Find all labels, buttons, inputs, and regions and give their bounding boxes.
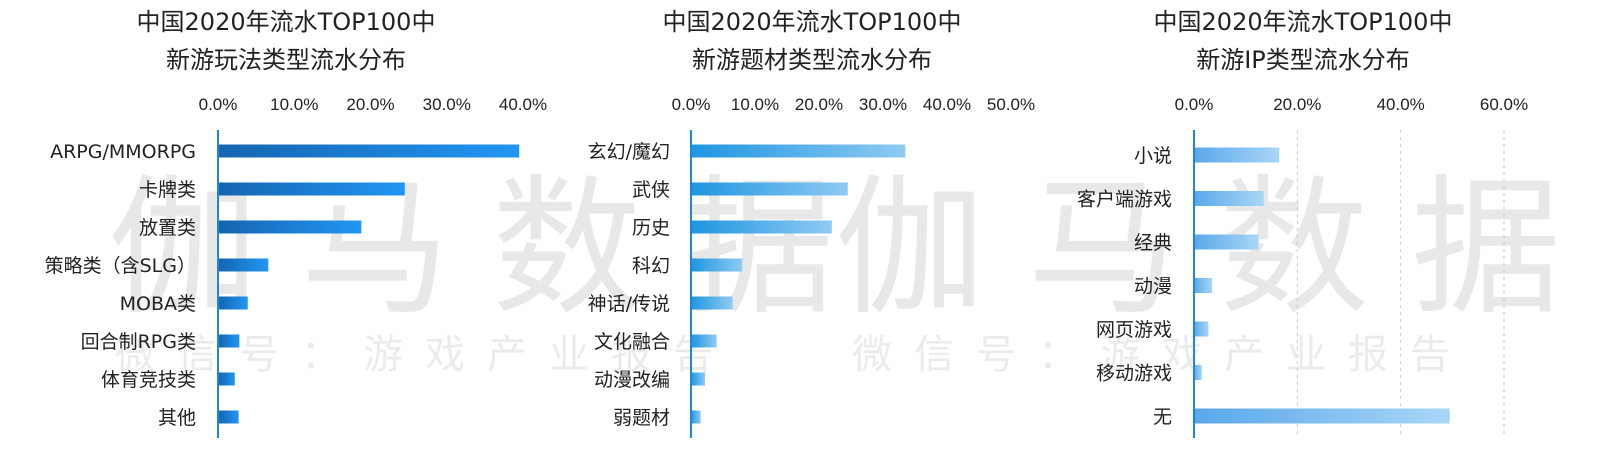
x-tick-label: 0.0% — [1175, 95, 1214, 114]
watermark-sub-left: 微信号：游戏产业报告 — [115, 332, 735, 378]
bar — [1194, 147, 1280, 163]
category-label: 历史 — [632, 217, 670, 239]
category-label: 小说 — [1134, 145, 1172, 167]
bar — [218, 182, 405, 196]
bar — [691, 144, 906, 158]
category-label: 玄幻/魔幻 — [588, 141, 670, 163]
category-label: 神话/传说 — [588, 293, 670, 315]
category-label: 策略类（含SLG） — [45, 255, 196, 277]
category-label: 放置类 — [139, 217, 196, 239]
x-tick-label: 30.0% — [423, 95, 471, 114]
bar — [1194, 408, 1450, 424]
category-label: 卡牌类 — [139, 179, 196, 201]
category-label: 其他 — [158, 407, 196, 429]
chart-title-line-2: 新游玩法类型流水分布 — [166, 46, 406, 74]
x-tick-label: 20.0% — [346, 95, 394, 114]
bar — [691, 182, 848, 196]
x-tick-label: 20.0% — [795, 95, 843, 114]
x-tick-label: 40.0% — [923, 95, 971, 114]
category-label: ARPG/MMORPG — [50, 141, 196, 163]
category-label: 经典 — [1134, 232, 1172, 254]
bar — [1194, 321, 1209, 337]
category-label: 文化融合 — [594, 331, 670, 353]
bar — [1194, 365, 1202, 380]
bar — [1194, 278, 1213, 293]
category-label: 无 — [1153, 406, 1172, 428]
bar — [691, 258, 743, 272]
bar — [691, 410, 701, 424]
bar — [218, 372, 235, 386]
chart-title-line-1: 中国2020年流水TOP100中 — [137, 8, 436, 36]
x-tick-label: 10.0% — [270, 95, 318, 114]
bar — [218, 144, 520, 158]
category-label: MOBA类 — [120, 293, 196, 315]
category-label: 移动游戏 — [1096, 363, 1172, 385]
bar — [218, 220, 362, 234]
x-tick-label: 50.0% — [987, 95, 1035, 114]
x-tick-label: 40.0% — [1377, 95, 1425, 114]
x-tick-label: 40.0% — [499, 95, 547, 114]
chart-title-line-2: 新游IP类型流水分布 — [1196, 46, 1410, 74]
bar — [691, 220, 832, 234]
watermark-sub-right: 微信号：游戏产业报告 — [852, 332, 1472, 378]
bar — [691, 372, 706, 386]
x-tick-label: 30.0% — [859, 95, 907, 114]
bar — [218, 334, 240, 348]
bar — [691, 334, 717, 348]
chart-title-line-1: 中国2020年流水TOP100中 — [1154, 8, 1453, 36]
category-label: 武侠 — [632, 179, 670, 201]
bar — [218, 296, 248, 310]
bar — [1194, 191, 1264, 206]
category-label: 客户端游戏 — [1077, 189, 1172, 211]
category-label: 科幻 — [632, 255, 670, 277]
category-label: 弱题材 — [613, 407, 670, 429]
bar — [691, 296, 733, 310]
category-label: 动漫改编 — [594, 369, 670, 391]
category-label: 回合制RPG类 — [81, 331, 196, 353]
x-tick-label: 0.0% — [199, 95, 238, 114]
category-label: 体育竞技类 — [101, 369, 196, 391]
x-tick-label: 0.0% — [672, 95, 711, 114]
bar — [218, 258, 269, 272]
x-tick-label: 10.0% — [731, 95, 779, 114]
bar — [1194, 234, 1259, 250]
bar — [218, 410, 239, 424]
x-tick-label: 60.0% — [1480, 95, 1528, 114]
chart-title-line-1: 中国2020年流水TOP100中 — [663, 8, 962, 36]
chart-title-line-2: 新游题材类型流水分布 — [692, 46, 932, 74]
category-label: 网页游戏 — [1096, 319, 1172, 341]
category-label: 动漫 — [1134, 276, 1172, 298]
x-tick-label: 20.0% — [1273, 95, 1321, 114]
